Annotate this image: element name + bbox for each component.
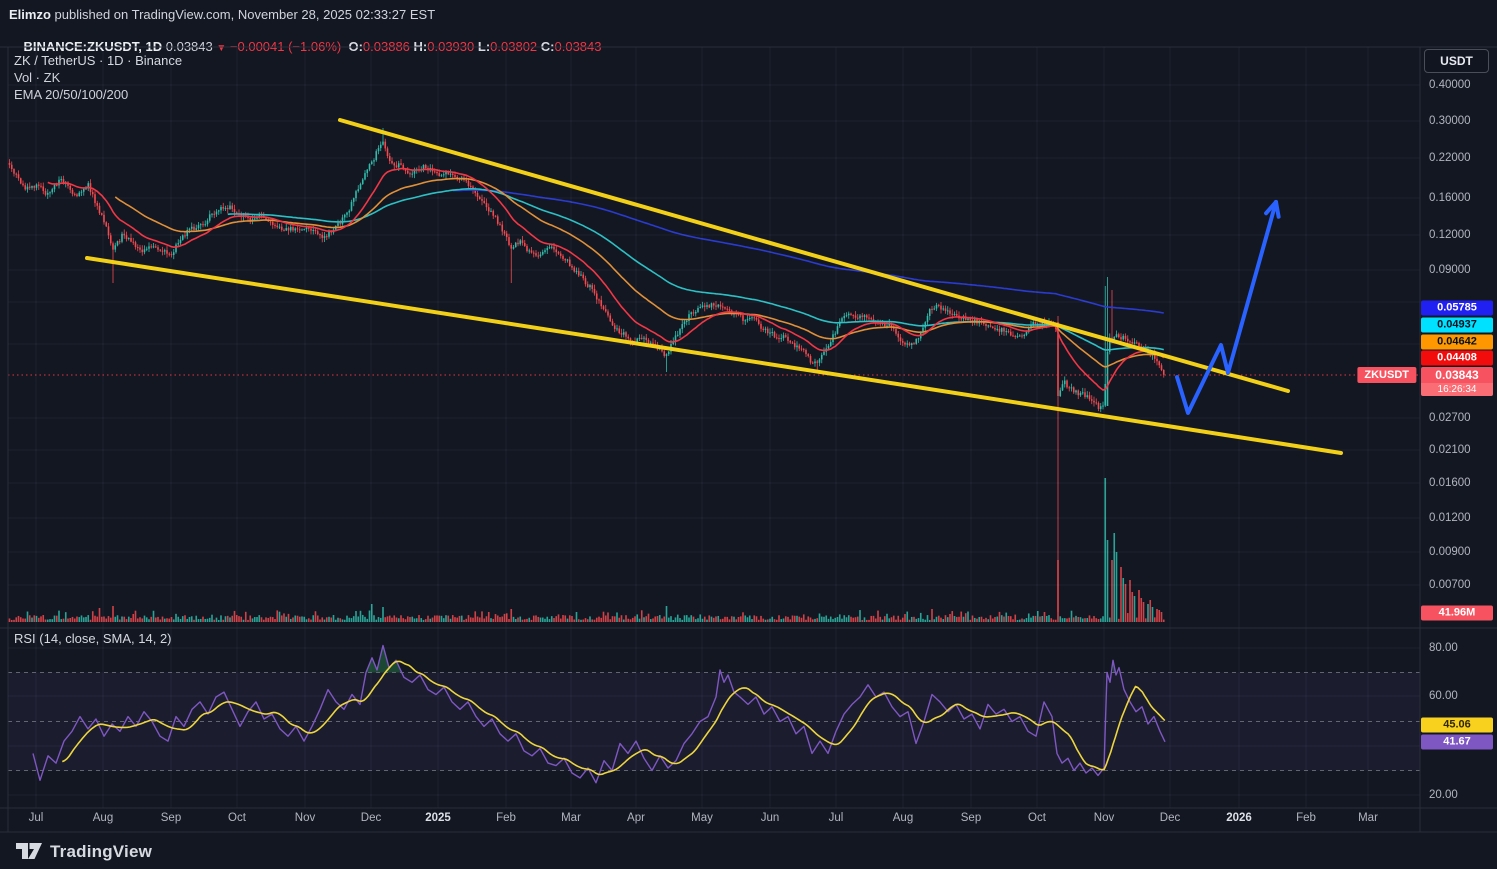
axis-value-tag: 41.67 [1421, 734, 1493, 750]
time-axis-label: Mar [1358, 812, 1378, 824]
time-axis-label: Feb [1296, 812, 1316, 824]
time-axis-label: Sep [960, 812, 982, 824]
price-axis-label: 0.02700 [1429, 412, 1471, 424]
time-axis-label: Dec [1159, 812, 1181, 824]
price-axis-label: 0.12000 [1429, 229, 1471, 241]
time-axis-label: 2026 [1226, 812, 1252, 824]
axis-value-tag: 0.04937 [1421, 317, 1493, 333]
publish-info: published on TradingView.com, November 2… [50, 7, 436, 22]
time-axis-label: Oct [228, 812, 246, 824]
time-axis-label: Aug [892, 812, 914, 824]
price-axis-label: 80.00 [1429, 642, 1458, 654]
direction-down-icon: ▼ [216, 43, 227, 54]
chart-legend: ZK / TetherUS · 1D · Binance Vol · ZK EM… [14, 52, 182, 103]
bar-countdown: 16:26:34 [1421, 383, 1493, 396]
price-axis-label: 20.00 [1429, 789, 1458, 801]
publish-line: Elimzo published on TradingView.com, Nov… [9, 7, 435, 22]
time-axis-label: Nov [294, 812, 316, 824]
footer-bar: TradingView [0, 833, 1497, 869]
time-axis-label: May [691, 812, 713, 824]
price-axis-label: 0.00900 [1429, 546, 1471, 558]
price-axis-label: 0.01200 [1429, 512, 1471, 524]
last-price-tag: 0.03843 16:26:34 [1421, 367, 1493, 396]
legend-ema-row[interactable]: EMA 20/50/100/200 [14, 87, 129, 102]
axis-value-tag: 0.04408 [1421, 350, 1493, 366]
price-axis-label: 60.00 [1429, 690, 1458, 702]
time-axis-label: Jul [28, 812, 44, 824]
price-axis-label: 0.02100 [1429, 444, 1471, 456]
price-axis-label: 0.16000 [1429, 192, 1471, 204]
tradingview-logo-text: TradingView [50, 842, 153, 861]
time-axis-label: Apr [627, 812, 645, 824]
time-axis-label: Aug [92, 812, 114, 824]
price-axis-label: 0.09000 [1429, 264, 1471, 276]
tradingview-logo-icon [16, 843, 42, 859]
axis-value-tag: 0.04642 [1421, 334, 1493, 350]
legend-symbol-row[interactable]: ZK / TetherUS · 1D · Binance [14, 53, 183, 68]
tradingview-logo[interactable]: TradingView [16, 842, 152, 862]
last-price-value: 0.03843 [1421, 367, 1493, 383]
axis-value-tag: 45.06 [1421, 717, 1493, 733]
axis-value-tag: 41.96M [1421, 605, 1493, 621]
symbol-price-tag: ZKUSDT [1357, 367, 1416, 383]
legend-volume-row[interactable]: Vol · ZK [14, 70, 61, 85]
time-axis-label: Jul [828, 812, 844, 824]
axis-value-tag: 0.05785 [1421, 300, 1493, 316]
time-axis-label: Mar [561, 812, 581, 824]
time-axis-label: Jun [760, 812, 780, 824]
rsi-indicator-label[interactable]: RSI (14, close, SMA, 14, 2) [14, 631, 172, 646]
publisher-name: Elimzo [9, 7, 51, 22]
time-axis-label: Oct [1028, 812, 1046, 824]
time-axis-label: Sep [160, 812, 182, 824]
price-axis-label: 0.22000 [1429, 152, 1471, 164]
time-axis-label: Feb [496, 812, 516, 824]
currency-toggle-button[interactable]: USDT [1424, 49, 1489, 73]
price-axis-label: 0.01600 [1429, 477, 1471, 489]
time-axis-label: 2025 [425, 812, 451, 824]
time-axis-label: Dec [360, 812, 382, 824]
price-axis-label: 0.40000 [1429, 79, 1471, 91]
time-axis-label: Nov [1093, 812, 1115, 824]
price-axis-label: 0.00700 [1429, 579, 1471, 591]
price-axis-label: 0.30000 [1429, 115, 1471, 127]
